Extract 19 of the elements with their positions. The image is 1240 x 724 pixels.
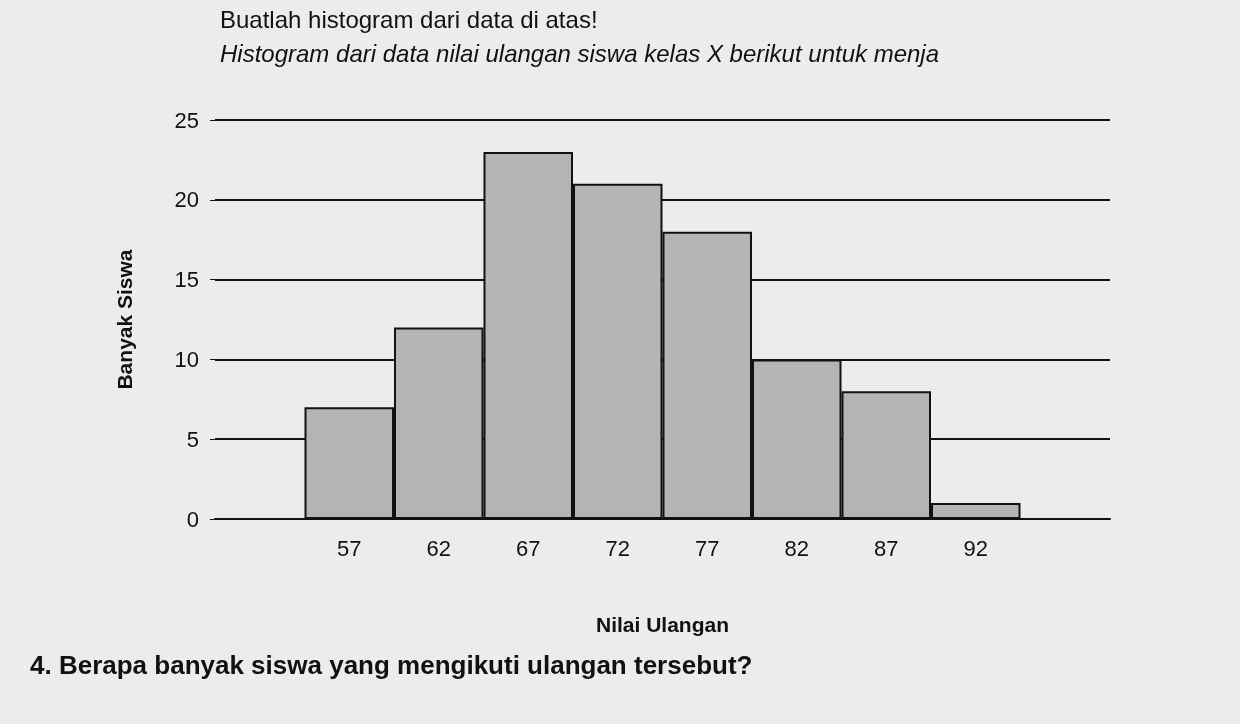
y-axis-title: Banyak Siswa	[113, 249, 136, 390]
x-tick-label: 92	[963, 535, 988, 561]
y-tick-label: 15	[174, 267, 199, 293]
chart-subtitle: Histogram dari data nilai ulangan siswa kelas X berikut untuk menja	[220, 39, 940, 67]
x-tick-label: 57	[337, 535, 362, 561]
x-axis-title: Nilai Ulangan	[595, 613, 730, 636]
y-tick-label: 0	[186, 506, 199, 532]
text: 4. Berapa banyak siswa yang mengikuti ulangan tersebut?	[30, 650, 753, 680]
x-tick-label: 82	[784, 535, 809, 561]
x-tick-label: 77	[695, 535, 720, 561]
y-tick-label: 10	[174, 346, 199, 372]
y-tick-label: 25	[174, 107, 199, 133]
chart-title: Buatlah histogram dari data di atas!	[220, 5, 598, 33]
x-tick-label: 72	[605, 535, 630, 561]
y-tick-label: 5	[186, 426, 199, 452]
x-tick-label: 87	[874, 535, 899, 561]
y-tick-label: 20	[174, 187, 199, 213]
x-tick-label: 67	[516, 535, 541, 561]
x-tick-label: 62	[426, 535, 451, 561]
